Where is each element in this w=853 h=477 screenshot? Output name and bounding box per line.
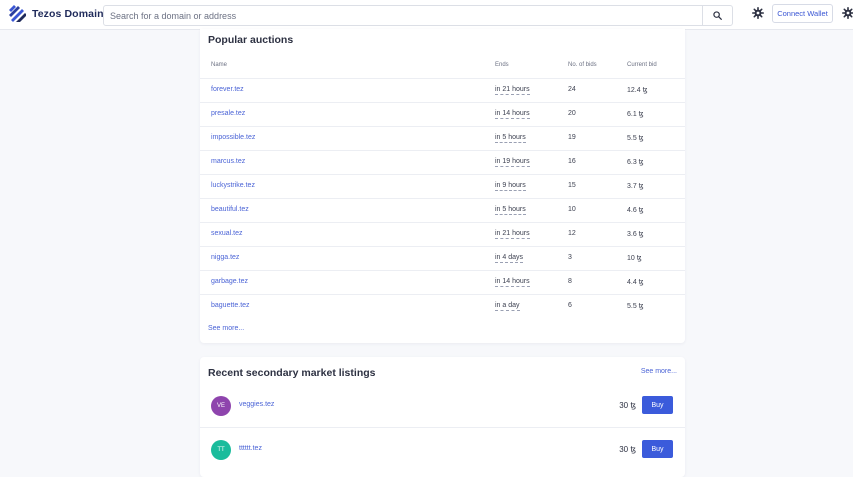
current-bid: 5.5 ꜩ bbox=[627, 135, 644, 142]
domain-link[interactable]: baguette.tez bbox=[211, 302, 250, 309]
bid-count: 8 bbox=[568, 278, 572, 285]
bid-count: 20 bbox=[568, 110, 576, 117]
bid-count: 6 bbox=[568, 302, 572, 309]
list-item[interactable]: TT tttttt.tez 30 ꜩ Buy bbox=[200, 427, 685, 466]
popular-auctions-card: Popular auctions Name Ends No. of bids C… bbox=[200, 29, 685, 343]
bid-count: 3 bbox=[568, 254, 572, 261]
listing-domain-link[interactable]: veggies.tez bbox=[239, 401, 275, 408]
table-row[interactable]: forever.tez in 21 hours 24 12.4 ꜩ bbox=[200, 78, 685, 103]
ends-time: in 21 hours bbox=[495, 86, 530, 95]
tezos-domains-logo-icon bbox=[9, 5, 26, 22]
listing-price: 30 ꜩ bbox=[619, 401, 636, 410]
bid-count: 15 bbox=[568, 182, 576, 189]
search-button[interactable] bbox=[702, 6, 732, 25]
search-box bbox=[103, 5, 733, 26]
domain-link[interactable]: sexual.tez bbox=[211, 230, 243, 237]
domain-link[interactable]: presale.tez bbox=[211, 110, 246, 117]
column-header-current-bid: Current bid bbox=[627, 62, 657, 68]
logo[interactable]: Tezos Domains bbox=[8, 5, 110, 23]
ends-time: in 5 hours bbox=[495, 206, 526, 215]
domain-link[interactable]: luckystrike.tez bbox=[211, 182, 255, 189]
ends-time: in 4 days bbox=[495, 254, 524, 263]
current-bid: 3.7 ꜩ bbox=[627, 183, 644, 190]
bid-count: 16 bbox=[568, 158, 576, 165]
ends-time: in 21 hours bbox=[495, 230, 530, 239]
domain-link[interactable]: garbage.tez bbox=[211, 278, 248, 285]
brand-name: Tezos Domains bbox=[32, 8, 110, 20]
current-bid: 4.6 ꜩ bbox=[627, 207, 644, 214]
settings-gear-icon[interactable] bbox=[842, 7, 853, 19]
search-input[interactable] bbox=[104, 6, 699, 25]
current-bid: 10 ꜩ bbox=[627, 255, 642, 262]
current-bid: 6.3 ꜩ bbox=[627, 159, 644, 166]
domain-link[interactable]: nigga.tez bbox=[211, 254, 240, 261]
bid-count: 19 bbox=[568, 134, 576, 141]
table-row[interactable]: baguette.tez in a day 6 5.5 ꜩ bbox=[200, 294, 685, 319]
domain-link[interactable]: forever.tez bbox=[211, 86, 244, 93]
current-bid: 3.6 ꜩ bbox=[627, 231, 644, 238]
column-header-ends: Ends bbox=[495, 62, 509, 68]
current-bid: 4.4 ꜩ bbox=[627, 279, 644, 286]
bid-count: 24 bbox=[568, 86, 576, 93]
ends-time: in a day bbox=[495, 302, 520, 311]
buy-button[interactable]: Buy bbox=[642, 396, 673, 414]
ends-time: in 9 hours bbox=[495, 182, 526, 191]
avatar: VE bbox=[211, 396, 231, 416]
table-row[interactable]: garbage.tez in 14 hours 8 4.4 ꜩ bbox=[200, 270, 685, 295]
recent-listings-title: Recent secondary market listings bbox=[208, 367, 376, 379]
search-icon bbox=[713, 11, 722, 20]
current-bid: 12.4 ꜩ bbox=[627, 87, 648, 94]
buy-button[interactable]: Buy bbox=[642, 440, 673, 458]
table-row[interactable]: marcus.tez in 19 hours 16 6.3 ꜩ bbox=[200, 150, 685, 175]
table-row[interactable]: presale.tez in 14 hours 20 6.1 ꜩ bbox=[200, 102, 685, 127]
see-more-listings-link[interactable]: See more... bbox=[640, 368, 677, 375]
see-more-auctions-link[interactable]: See more... bbox=[208, 325, 245, 332]
connect-wallet-button[interactable]: Connect Wallet bbox=[772, 4, 833, 23]
theme-settings-icon[interactable] bbox=[752, 7, 764, 19]
ends-time: in 14 hours bbox=[495, 110, 530, 119]
list-item[interactable]: VE veggies.tez 30 ꜩ Buy bbox=[200, 387, 685, 425]
ends-time: in 5 hours bbox=[495, 134, 526, 143]
column-header-bids: No. of bids bbox=[568, 62, 597, 68]
listing-price: 30 ꜩ bbox=[619, 445, 636, 454]
domain-link[interactable]: beautiful.tez bbox=[211, 206, 249, 213]
current-bid: 5.5 ꜩ bbox=[627, 303, 644, 310]
table-row[interactable]: nigga.tez in 4 days 3 10 ꜩ bbox=[200, 246, 685, 271]
domain-link[interactable]: marcus.tez bbox=[211, 158, 246, 165]
table-row[interactable]: beautiful.tez in 5 hours 10 4.6 ꜩ bbox=[200, 198, 685, 223]
avatar: TT bbox=[211, 440, 231, 460]
table-row[interactable]: sexual.tez in 21 hours 12 3.6 ꜩ bbox=[200, 222, 685, 247]
bid-count: 12 bbox=[568, 230, 576, 237]
table-row[interactable]: luckystrike.tez in 9 hours 15 3.7 ꜩ bbox=[200, 174, 685, 199]
current-bid: 6.1 ꜩ bbox=[627, 111, 644, 118]
column-header-name: Name bbox=[211, 62, 228, 68]
ends-time: in 14 hours bbox=[495, 278, 530, 287]
popular-auctions-title: Popular auctions bbox=[208, 34, 294, 46]
domain-link[interactable]: impossible.tez bbox=[211, 134, 256, 141]
recent-listings-card: Recent secondary market listings See mor… bbox=[200, 357, 685, 477]
bid-count: 10 bbox=[568, 206, 576, 213]
listing-domain-link[interactable]: tttttt.tez bbox=[239, 445, 262, 452]
table-row[interactable]: impossible.tez in 5 hours 19 5.5 ꜩ bbox=[200, 126, 685, 151]
top-bar: Tezos Domains Connect Wallet bbox=[0, 0, 853, 30]
ends-time: in 19 hours bbox=[495, 158, 530, 167]
